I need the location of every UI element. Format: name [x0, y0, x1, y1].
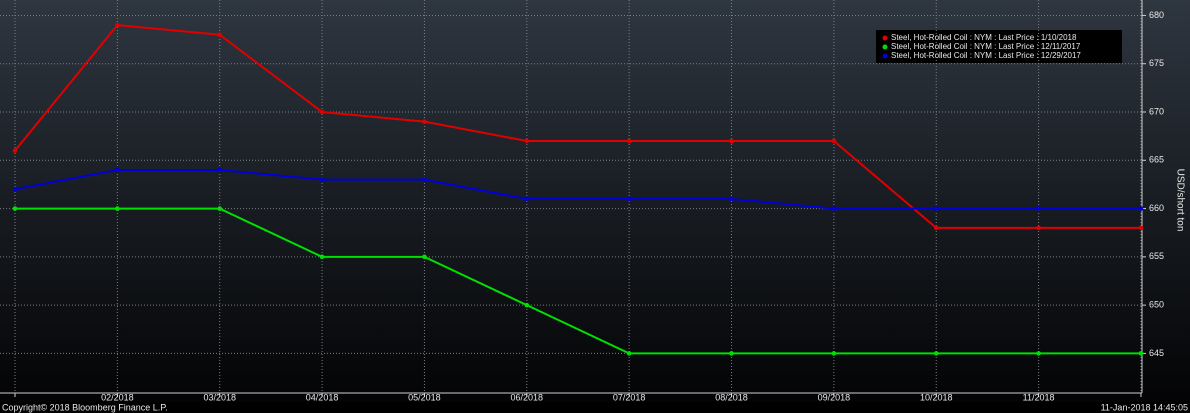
point [319, 109, 325, 115]
x-tick-label: 07/2018 [613, 392, 646, 402]
point [1036, 351, 1041, 356]
point [319, 177, 325, 182]
point [1138, 351, 1144, 356]
point [1036, 225, 1041, 231]
point [1138, 225, 1144, 231]
x-tick-label: 05/2018 [408, 392, 441, 402]
point [626, 196, 632, 202]
point [933, 225, 939, 231]
point [626, 351, 632, 356]
legend-marker [882, 44, 888, 50]
x-tick-label: 08/2018 [715, 392, 748, 402]
point [115, 206, 120, 211]
y-tick-label: 670 [1149, 106, 1164, 116]
point [422, 254, 427, 260]
line [14, 24, 1141, 229]
point [1036, 206, 1041, 211]
point [12, 148, 18, 153]
legend-label: Steel, Hot-Rolled Coil : NYM : Last Pric… [891, 51, 1081, 60]
line [15, 207, 1141, 355]
y-tick-label: 645 [1149, 348, 1164, 358]
point [831, 351, 837, 356]
point [12, 186, 18, 192]
x-tick-label: 09/2018 [818, 392, 851, 402]
x-tick-label: 11/2018 [1023, 392, 1055, 402]
point [933, 206, 939, 211]
point [626, 138, 632, 144]
point [12, 206, 18, 211]
y-tick-label: 650 [1149, 300, 1164, 310]
legend-label: Steel, Hot-Rolled Coil : NYM : Last Pric… [891, 42, 1081, 51]
legend-marker [882, 53, 888, 59]
legend [876, 30, 1122, 63]
point [217, 32, 223, 38]
y-tick-label: 655 [1149, 251, 1164, 261]
point [729, 351, 734, 356]
x-tick-label: 03/2018 [203, 392, 236, 402]
x-tick-label: 04/2018 [306, 392, 339, 402]
point [217, 206, 223, 211]
point [524, 302, 530, 308]
point [422, 177, 427, 182]
x-tick-label: 10/2018 [920, 392, 953, 402]
y-tick-label: 675 [1149, 58, 1164, 68]
point [217, 167, 223, 173]
x-tick-label: 06/2018 [511, 392, 544, 402]
point [1138, 206, 1144, 211]
point [729, 196, 734, 202]
point [319, 254, 325, 260]
point [422, 119, 427, 124]
legend-label: Steel, Hot-Rolled Coil : NYM : Last Pric… [891, 33, 1077, 42]
x-tick-label: 02/2018 [101, 392, 134, 402]
point [524, 138, 530, 144]
y-tick-label: 660 [1149, 203, 1164, 213]
y-tick-label: 680 [1149, 10, 1164, 20]
footer-strip [0, 402, 1190, 413]
point [831, 206, 837, 211]
y-axis-label: USD/short ton [1174, 169, 1185, 232]
point [524, 196, 530, 202]
footer-right: 11-Jan-2018 14:45:05 [1101, 402, 1188, 412]
point [831, 138, 837, 144]
y-tick-label: 665 [1149, 155, 1164, 165]
point [729, 138, 734, 144]
legend-marker [882, 35, 888, 41]
line [14, 168, 1141, 210]
footer-left: Copyright© 2018 Bloomberg Finance L.P. [2, 402, 168, 412]
point [115, 167, 120, 173]
point [933, 351, 939, 356]
point [115, 22, 120, 28]
